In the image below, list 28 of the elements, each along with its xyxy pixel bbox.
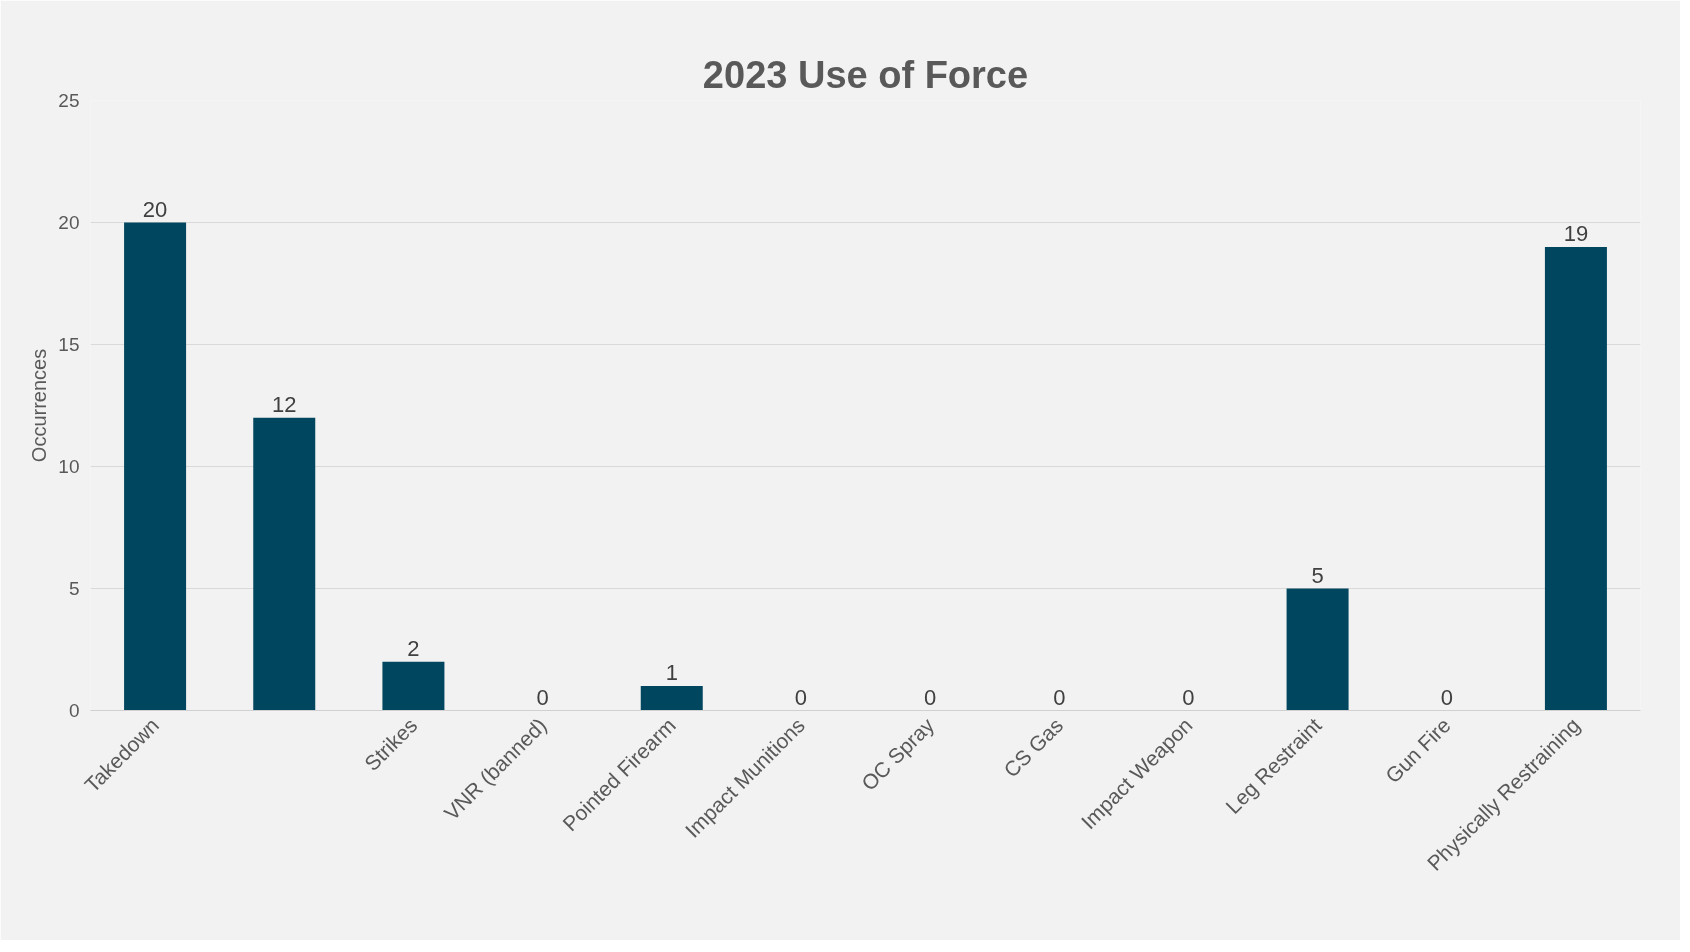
x-tick-label: Gun Fire <box>1380 713 1455 788</box>
y-tick-label: 10 <box>58 456 80 477</box>
y-tick-label: 25 <box>58 90 80 111</box>
data-label: 1 <box>665 660 678 686</box>
data-label: 0 <box>923 684 937 710</box>
data-label: 5 <box>1311 562 1324 588</box>
bar <box>1286 588 1349 711</box>
bar <box>1544 246 1607 711</box>
data-label: 0 <box>794 684 808 710</box>
bar <box>124 222 187 711</box>
data-label: 0 <box>536 684 549 710</box>
data-label: 2 <box>407 635 420 661</box>
y-tick-label: 0 <box>68 700 80 721</box>
chart-title: 2023 Use of Force <box>702 53 1029 96</box>
data-label: 12 <box>272 391 297 417</box>
data-label: 0 <box>1053 684 1066 710</box>
y-tick-label: 20 <box>58 212 80 233</box>
data-label: 20 <box>142 196 168 222</box>
y-tick-label: 5 <box>68 578 80 599</box>
x-tick-label: CS Gas <box>999 713 1068 782</box>
bar <box>382 661 445 711</box>
data-label: 0 <box>1182 684 1195 710</box>
data-label: 19 <box>1563 220 1589 246</box>
y-axis-title: Occurrences <box>28 348 51 463</box>
y-tick-label: 15 <box>58 334 80 355</box>
bar <box>253 417 316 711</box>
data-label: 0 <box>1440 684 1453 710</box>
bar <box>640 686 703 711</box>
